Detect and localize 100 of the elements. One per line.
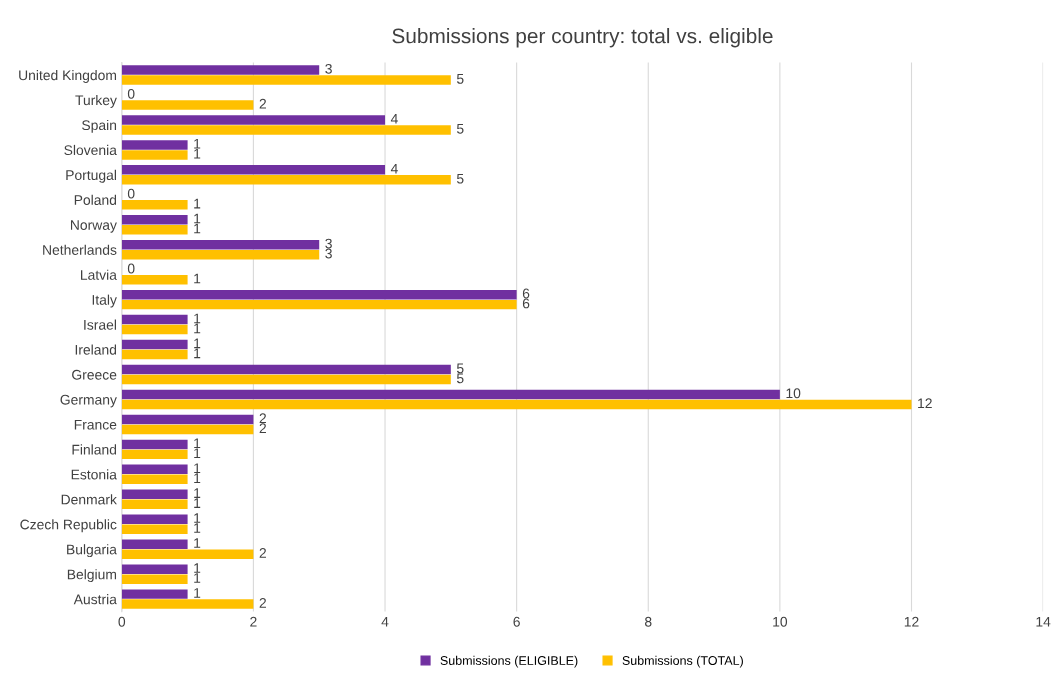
y-tick-label: Belgium bbox=[67, 569, 117, 583]
y-tick-label: Portugal bbox=[66, 169, 116, 183]
data-label: 0 bbox=[127, 188, 135, 199]
bar bbox=[121, 364, 451, 375]
y-tick-label: Latvia bbox=[81, 269, 117, 280]
bar bbox=[121, 564, 188, 574]
data-label: 1 bbox=[194, 473, 201, 483]
y-tick-label: Denmark bbox=[61, 494, 117, 505]
bar bbox=[121, 314, 188, 325]
y-tick-label: Estonia bbox=[71, 469, 117, 480]
bar bbox=[121, 75, 451, 85]
bar bbox=[121, 599, 254, 609]
bar bbox=[121, 539, 188, 549]
data-label: 1 bbox=[194, 198, 201, 209]
y-tick-label: United Kingdom bbox=[19, 70, 117, 83]
y-tick-label: Austria bbox=[73, 594, 117, 605]
bar bbox=[121, 239, 320, 250]
bar bbox=[121, 439, 188, 450]
bar bbox=[121, 140, 188, 150]
y-tick-label: Finland bbox=[72, 444, 117, 455]
bar bbox=[121, 65, 320, 75]
bar bbox=[121, 514, 188, 524]
data-label: 1 bbox=[194, 438, 201, 448]
data-label: 1 bbox=[194, 573, 201, 583]
legend-label: Submissions (ELIGIBLE) bbox=[440, 655, 578, 668]
bar bbox=[121, 215, 188, 225]
chart-title: Submissions per country: total vs. eligible bbox=[392, 28, 773, 48]
y-tick-label: Italy bbox=[92, 294, 117, 308]
bar bbox=[121, 324, 188, 335]
y-tick-label: Bulgaria bbox=[67, 544, 117, 558]
bar bbox=[121, 424, 254, 435]
x-tick-label: 14 bbox=[1036, 616, 1051, 627]
data-label: 3 bbox=[325, 238, 332, 249]
bar bbox=[121, 524, 188, 534]
x-tick-label: 10 bbox=[773, 616, 788, 627]
y-tick-label: Ireland bbox=[75, 344, 117, 355]
data-label: 5 bbox=[456, 123, 464, 134]
bar bbox=[121, 589, 188, 599]
y-tick-label: Greece bbox=[72, 369, 117, 380]
data-label: 1 bbox=[194, 148, 201, 159]
data-label: 1 bbox=[194, 273, 201, 284]
data-label: 5 bbox=[456, 363, 464, 374]
x-tick-label: 12 bbox=[904, 616, 919, 627]
data-label: 5 bbox=[456, 373, 464, 384]
bar bbox=[121, 150, 188, 160]
data-label: 5 bbox=[456, 173, 464, 184]
bar bbox=[121, 374, 451, 385]
y-tick-label: Poland bbox=[74, 194, 117, 205]
data-label: 1 bbox=[194, 513, 201, 523]
bar bbox=[121, 100, 254, 110]
data-label: 6 bbox=[522, 298, 530, 309]
data-label: 1 bbox=[194, 588, 201, 598]
data-label: 1 bbox=[194, 488, 201, 498]
data-label: 2 bbox=[259, 423, 266, 434]
data-label: 1 bbox=[194, 538, 201, 548]
legend-label: Submissions (TOTAL) bbox=[622, 655, 743, 668]
bar bbox=[121, 299, 517, 310]
y-tick-label: Norway bbox=[70, 220, 117, 233]
bar bbox=[121, 125, 451, 135]
bar bbox=[121, 499, 188, 510]
data-label: 3 bbox=[325, 248, 332, 259]
data-label: 0 bbox=[127, 88, 135, 99]
bar bbox=[121, 165, 386, 175]
bar bbox=[121, 225, 188, 235]
data-label: 2 bbox=[259, 598, 266, 608]
bar bbox=[121, 399, 912, 410]
data-label: 1 bbox=[194, 223, 201, 234]
data-label: 1 bbox=[194, 323, 201, 334]
bar bbox=[121, 474, 188, 485]
data-label: 1 bbox=[194, 313, 201, 324]
x-tick-label: 4 bbox=[381, 616, 389, 627]
bar bbox=[121, 449, 188, 460]
bar bbox=[121, 549, 254, 559]
data-label: 5 bbox=[456, 74, 464, 84]
bar bbox=[121, 349, 188, 360]
data-label: 6 bbox=[522, 288, 530, 299]
y-tick-label: Spain bbox=[82, 119, 117, 133]
bar bbox=[121, 414, 254, 425]
y-tick-label: Israel bbox=[84, 319, 116, 330]
x-tick-label: 0 bbox=[118, 616, 126, 627]
data-label: 12 bbox=[918, 398, 932, 409]
bar bbox=[121, 464, 188, 475]
data-label: 0 bbox=[127, 263, 135, 274]
y-tick-label: Slovenia bbox=[64, 144, 117, 156]
data-label: 4 bbox=[390, 113, 398, 124]
data-label: 1 bbox=[194, 498, 201, 508]
data-label: 1 bbox=[194, 563, 201, 573]
data-label: 1 bbox=[194, 463, 201, 473]
bar bbox=[121, 249, 320, 260]
bar bbox=[121, 200, 188, 210]
data-label: 1 bbox=[194, 448, 201, 458]
data-label: 2 bbox=[259, 548, 266, 558]
data-label: 2 bbox=[259, 413, 266, 424]
y-tick-label: Czech Republic bbox=[20, 519, 117, 533]
bar bbox=[121, 489, 188, 500]
y-tick-label: Turkey bbox=[75, 94, 117, 108]
data-label: 1 bbox=[194, 348, 201, 359]
y-tick-label: France bbox=[74, 419, 117, 430]
x-tick-label: 2 bbox=[250, 616, 257, 627]
data-label: 1 bbox=[194, 213, 201, 224]
